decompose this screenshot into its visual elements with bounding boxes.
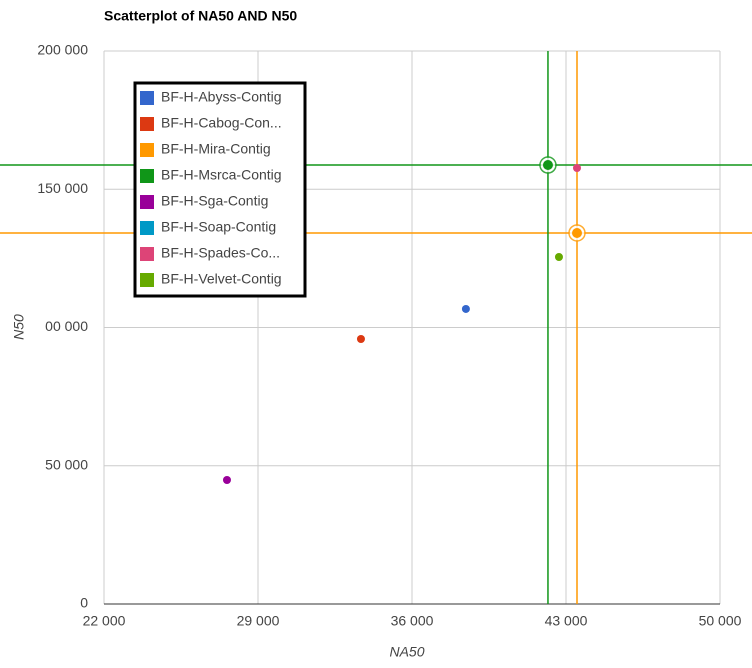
- point: [542, 160, 553, 171]
- x-tick-label: 36 000: [391, 613, 434, 629]
- x-axis-title: NA50: [389, 644, 424, 660]
- legend-label: BF-H-Spades-Co...: [161, 245, 280, 261]
- point: [356, 335, 365, 344]
- chart-title: Scatterplot of NA50 AND N50: [104, 8, 297, 24]
- y-tick-label: 00 000: [45, 318, 88, 334]
- point: [572, 227, 582, 238]
- y-tick-label: 200 000: [37, 42, 88, 58]
- legend-swatch: [140, 117, 154, 131]
- point: [461, 304, 470, 313]
- point: [573, 163, 581, 172]
- x-tick-label: 43 000: [545, 613, 588, 629]
- legend-box: [133, 81, 307, 298]
- legend-label: BF-H-Velvet-Contig: [161, 271, 282, 287]
- legend-swatch: [140, 273, 154, 287]
- legend-swatch: [140, 169, 154, 183]
- legend-swatch: [140, 91, 154, 105]
- point: [222, 475, 231, 484]
- legend-label: BF-H-Cabog-Con...: [161, 115, 282, 131]
- y-axis-title: N50: [11, 314, 27, 340]
- legend-label: BF-H-Msrca-Contig: [161, 167, 282, 183]
- legend-label: BF-H-Mira-Contig: [161, 141, 271, 157]
- x-tick-label: 50 000: [699, 613, 742, 629]
- x-tick-label: 22 000: [83, 613, 126, 629]
- legend-label: BF-H-Soap-Contig: [161, 219, 276, 235]
- legend-swatch: [140, 143, 154, 157]
- point: [554, 252, 563, 261]
- y-tick-label: 50 000: [45, 456, 88, 472]
- legend-label: BF-H-Sga-Contig: [161, 193, 268, 209]
- y-tick-label: 0: [80, 595, 88, 611]
- y-tick-label: 150 000: [37, 180, 88, 196]
- legend-swatch: [140, 247, 154, 261]
- x-tick-label: 29 000: [237, 613, 280, 629]
- legend-swatch: [140, 221, 154, 235]
- legend-label: BF-H-Abyss-Contig: [161, 89, 282, 105]
- legend-swatch: [140, 195, 154, 209]
